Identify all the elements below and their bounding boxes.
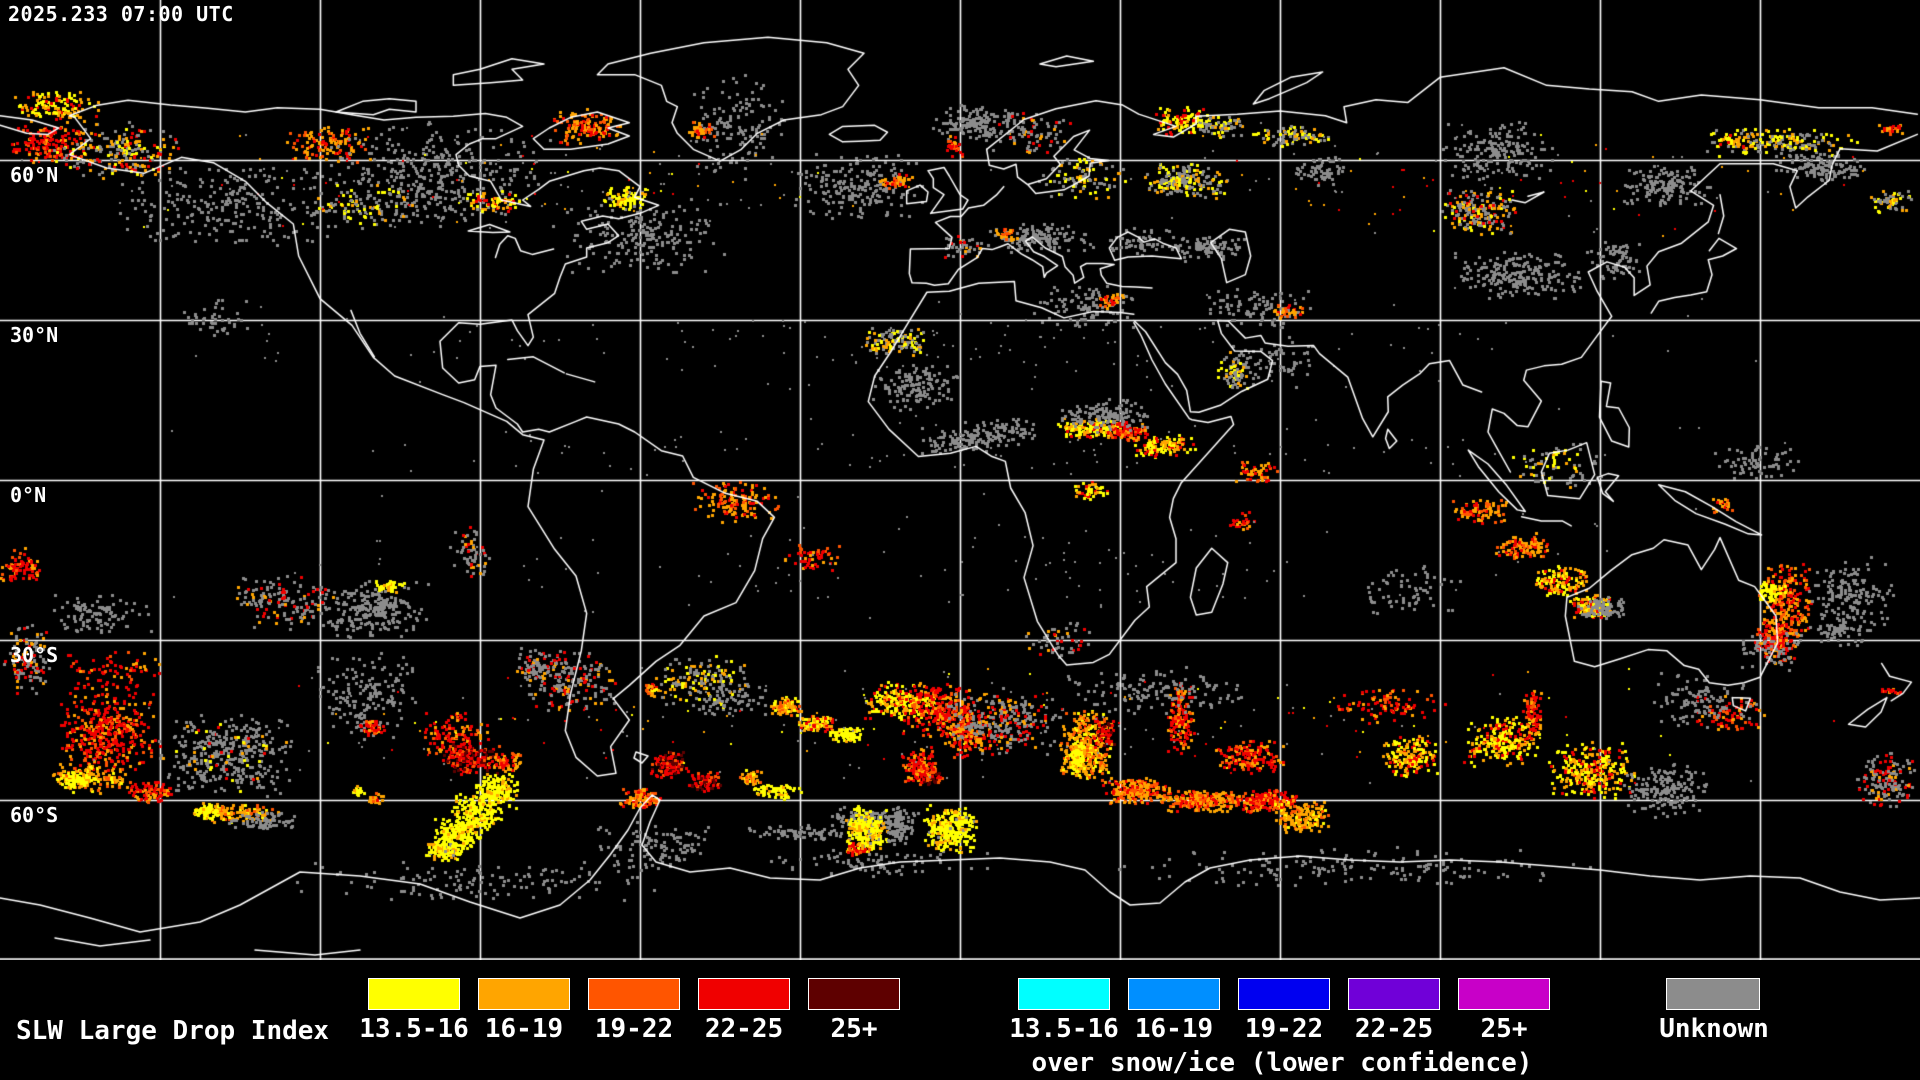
legend-label-unknown: Unknown — [1659, 1014, 1769, 1044]
legend-swatch-snow-16-19 — [1128, 978, 1220, 1010]
lat-label-0n: 0°N — [10, 483, 47, 507]
legend-label-snow-13.5-16: 13.5-16 — [1009, 1014, 1119, 1044]
legend-swatch-ldi-25plus — [808, 978, 900, 1010]
legend-swatch-unknown — [1666, 978, 1760, 1010]
legend-swatch-snow-25plus — [1458, 978, 1550, 1010]
world-map-canvas — [0, 0, 1920, 960]
legend-swatch-ldi-13.5-16 — [368, 978, 460, 1010]
timestamp: 2025.233 07:00 UTC — [8, 2, 234, 26]
lat-label-60s: 60°S — [10, 803, 59, 827]
legend-swatch-ldi-19-22 — [588, 978, 680, 1010]
legend-label-snow-22-25: 22-25 — [1354, 1014, 1434, 1044]
legend-label-ldi-22-25: 22-25 — [704, 1014, 784, 1044]
lat-label-60n: 60°N — [10, 163, 59, 187]
legend-swatch-snow-13.5-16 — [1018, 978, 1110, 1010]
legend-label-ldi-25plus: 25+ — [830, 1014, 878, 1044]
legend-swatch-ldi-22-25 — [698, 978, 790, 1010]
lat-label-30n: 30°N — [10, 323, 59, 347]
legend-swatch-ldi-16-19 — [478, 978, 570, 1010]
legend-swatch-snow-19-22 — [1238, 978, 1330, 1010]
legend-label-snow-19-22: 19-22 — [1244, 1014, 1324, 1044]
legend-label-ldi-19-22: 19-22 — [594, 1014, 674, 1044]
lat-label-30s: 30°S — [10, 643, 59, 667]
legend-bar: SLW Large Drop Index 13.5-16 16-19 19-22… — [0, 960, 1920, 1080]
legend-title: SLW Large Drop Index — [16, 1016, 330, 1046]
legend-label-ldi-16-19: 16-19 — [484, 1014, 564, 1044]
legend-caption-snow-ice: over snow/ice (lower confidence) — [1031, 1048, 1533, 1078]
legend-swatch-snow-22-25 — [1348, 978, 1440, 1010]
legend-label-ldi-13.5-16: 13.5-16 — [359, 1014, 469, 1044]
legend-label-snow-16-19: 16-19 — [1134, 1014, 1214, 1044]
legend-label-snow-25plus: 25+ — [1480, 1014, 1528, 1044]
